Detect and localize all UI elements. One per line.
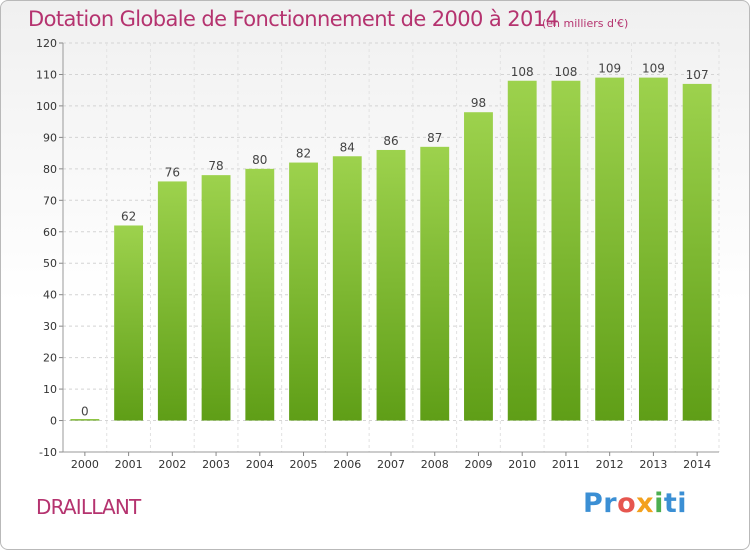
data-label: 62 — [121, 209, 136, 223]
y-tick-label: -10 — [39, 446, 57, 459]
data-label: 108 — [511, 65, 534, 79]
y-tick-label: 50 — [43, 257, 57, 270]
logo-part: i — [654, 488, 664, 519]
logo-part: Pr — [583, 488, 618, 519]
data-label: 0 — [81, 405, 89, 419]
data-label: 109 — [598, 62, 621, 76]
x-tick-label: 2001 — [115, 458, 143, 471]
x-tick-label: 2003 — [202, 458, 230, 471]
bar — [638, 77, 668, 421]
commune-name: DRAILLANT — [36, 495, 141, 519]
y-tick-label: 0 — [50, 415, 57, 428]
data-label: 108 — [554, 65, 577, 79]
x-tick-label: 2004 — [246, 458, 274, 471]
bar — [551, 80, 581, 421]
x-tick-label: 2011 — [552, 458, 580, 471]
bar — [420, 146, 450, 421]
data-label: 84 — [340, 140, 355, 154]
x-tick-label: 2010 — [508, 458, 536, 471]
x-tick-label: 2005 — [290, 458, 318, 471]
bar — [245, 168, 275, 421]
y-tick-label: 20 — [43, 352, 57, 365]
bar — [682, 83, 712, 421]
data-label: 86 — [383, 134, 398, 148]
y-tick-label: 90 — [43, 131, 57, 144]
data-label: 76 — [165, 165, 180, 179]
x-tick-label: 2009 — [464, 458, 492, 471]
y-tick-label: 60 — [43, 226, 57, 239]
bar — [114, 225, 144, 421]
bar — [464, 112, 493, 421]
x-tick-label: 2012 — [596, 458, 624, 471]
bar — [157, 181, 187, 421]
x-tick-label: 2002 — [158, 458, 186, 471]
y-tick-label: 100 — [36, 100, 57, 113]
x-tick-label: 2007 — [377, 458, 405, 471]
data-label: 82 — [296, 147, 311, 161]
bar — [201, 175, 231, 421]
y-tick-label: 10 — [43, 383, 57, 396]
x-tick-label: 2000 — [71, 458, 99, 471]
bar — [332, 156, 362, 421]
data-label: 109 — [642, 62, 665, 76]
data-label: 107 — [686, 68, 709, 82]
x-tick-label: 2006 — [333, 458, 361, 471]
y-tick-label: 80 — [43, 163, 57, 176]
bar — [595, 77, 625, 421]
logo-part: o — [617, 488, 637, 519]
y-tick-label: 120 — [36, 37, 57, 50]
y-tick-label: 110 — [36, 68, 57, 81]
data-label: 87 — [427, 131, 442, 145]
proxiti-logo[interactable]: Proxiti — [583, 488, 687, 519]
bar — [70, 419, 100, 421]
chart-title: Dotation Globale de Fonctionnement de 20… — [28, 7, 559, 31]
logo-part: ti — [663, 488, 688, 519]
logo-part: x — [636, 488, 655, 519]
data-label: 78 — [208, 159, 223, 173]
unit-note: (en milliers d'€) — [542, 17, 629, 30]
y-tick-label: 70 — [43, 194, 57, 207]
bar — [376, 149, 406, 421]
y-tick-label: 40 — [43, 289, 57, 302]
x-tick-label: 2014 — [683, 458, 711, 471]
data-label: 98 — [471, 96, 486, 110]
y-tick-label: 30 — [43, 320, 57, 333]
x-tick-label: 2013 — [639, 458, 667, 471]
bar — [289, 162, 318, 421]
bar — [507, 80, 537, 421]
data-label: 80 — [252, 153, 267, 167]
x-tick-label: 2008 — [421, 458, 449, 471]
